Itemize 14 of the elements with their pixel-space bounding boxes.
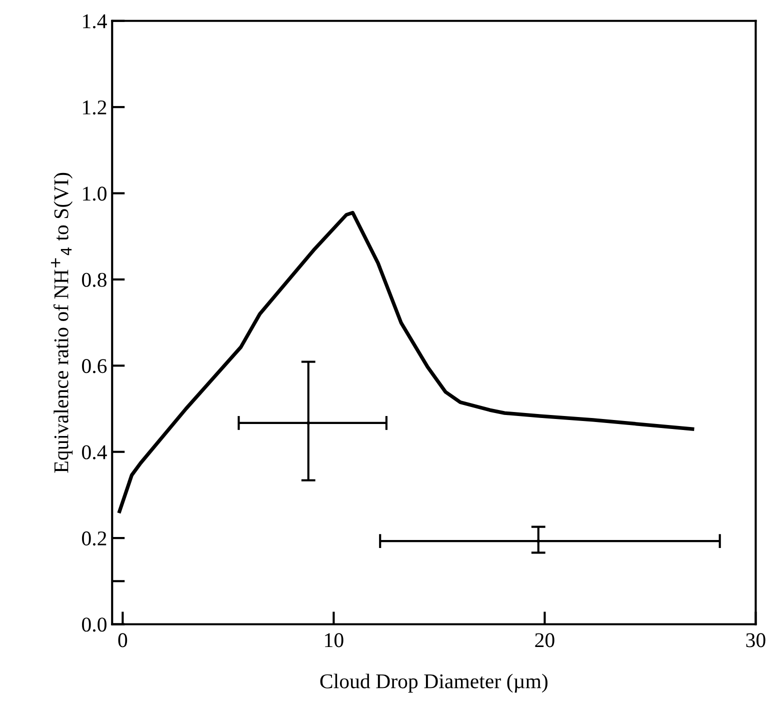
x-tick-label: 20 <box>535 633 554 648</box>
y-tick-label: 1.2 <box>83 100 106 115</box>
y-tick-label: 0.8 <box>82 272 106 287</box>
x-axis-title: Cloud Drop Diameter (µm) <box>320 674 548 693</box>
y-tick-label: 0.6 <box>82 359 107 374</box>
x-tick-label: 10 <box>325 633 344 648</box>
y-tick-label: 0.4 <box>82 445 107 460</box>
y-tick-label: 0.2 <box>82 531 106 546</box>
y-axis-title: Equivalence ratio of NH$^{+}$$_{4}$ to S(VI) <box>51 172 73 473</box>
x-tick-label: 0 <box>118 633 128 648</box>
y-tick-label: 1.4 <box>83 14 107 28</box>
y-tick-label: 0.0 <box>82 618 106 632</box>
x-tick-label: 30 <box>746 633 766 648</box>
y-tick-label: 1.0 <box>83 186 106 201</box>
